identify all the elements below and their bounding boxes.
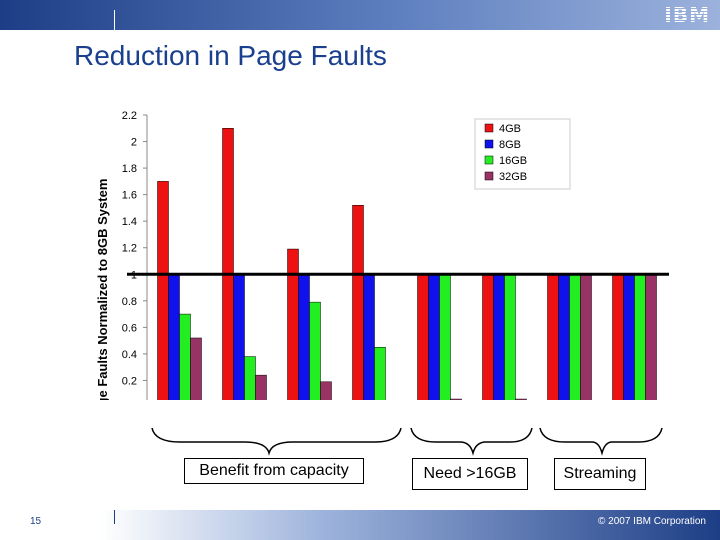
bar-4gb-gauss	[482, 274, 494, 408]
bar-8gb-kmeans	[428, 274, 440, 408]
legend-label-32gb: 32GB	[499, 171, 527, 183]
bar-16gb-db1	[179, 313, 191, 408]
bar-chart: 00.20.40.60.811.21.41.61.822.2 db1db2qso…	[90, 100, 680, 428]
bar-8gb-daxpy	[558, 274, 570, 408]
bar-32gb-kmeans	[450, 398, 462, 408]
bar-16gb-kmeans	[439, 274, 451, 408]
legend-label-8gb: 8GB	[499, 139, 521, 151]
bar-8gb-db1	[168, 274, 180, 408]
bar-32gb-gauss	[515, 398, 527, 408]
bar-16gb-gauss	[504, 274, 516, 408]
bar-32gb-db1	[190, 337, 202, 408]
streaming-brace	[539, 427, 663, 456]
copyright-notice: © 2007 IBM Corporation	[598, 516, 706, 527]
bar-32gb-db2	[255, 374, 267, 408]
y-tick-label: 1.8	[122, 163, 137, 175]
page-number: 15	[30, 516, 42, 527]
bar-16gb-bsearch	[374, 347, 386, 408]
legend-swatch-4gb	[484, 123, 494, 133]
bar-4gb-db1	[157, 181, 169, 408]
bar-16gb-db2	[244, 356, 256, 408]
bar-4gb-db2	[222, 128, 234, 408]
y-tick-label: 0.4	[122, 349, 137, 361]
bar-32gb-qsort	[320, 381, 332, 408]
bar-16gb-vdotp	[634, 274, 646, 408]
legend-swatch-8gb	[484, 139, 494, 149]
bar-4gb-daxpy	[547, 274, 559, 408]
y-tick-label: 1.6	[122, 190, 137, 202]
y-tick-label: 1.4	[122, 216, 137, 228]
bar-8gb-vdotp	[623, 274, 635, 408]
bar-4gb-kmeans	[417, 274, 429, 408]
bar-16gb-qsort	[309, 301, 321, 408]
streaming-callout: Streaming	[554, 458, 646, 490]
y-tick-label: 0.8	[122, 296, 137, 308]
capacity-callout: Benefit from capacity	[184, 458, 364, 484]
chart-svg: 00.20.40.60.811.21.41.61.822.2 db1db2qso…	[95, 110, 669, 428]
bar-8gb-db2	[233, 274, 245, 408]
legend-label-16gb: 16GB	[499, 155, 527, 167]
y-tick-label: 0.6	[122, 322, 137, 334]
y-tick-label: 2.2	[122, 110, 137, 122]
bar-32gb-daxpy	[580, 274, 592, 408]
y-axis-label: Page Faults Normalized to 8GB System	[95, 179, 110, 400]
ibm-logo: IBM	[664, 3, 710, 27]
header-bar: IBM	[0, 0, 720, 30]
need16-brace	[410, 427, 533, 456]
footer-divider	[114, 510, 115, 524]
slide-title: Reduction in Page Faults	[74, 40, 387, 71]
bar-16gb-daxpy	[569, 274, 581, 408]
bar-32gb-vdotp	[645, 274, 657, 408]
bar-8gb-bsearch	[363, 274, 375, 408]
bar-8gb-gauss	[493, 274, 505, 408]
legend-swatch-32gb	[484, 171, 494, 181]
header-divider	[114, 10, 115, 30]
y-tick-label: 1.2	[122, 243, 137, 255]
bar-4gb-vdotp	[612, 274, 624, 408]
legend-label-4gb: 4GB	[499, 123, 521, 135]
y-tick-label: 0.2	[122, 375, 137, 387]
legend-swatch-16gb	[484, 155, 494, 165]
capacity-brace	[151, 427, 402, 456]
bar-4gb-qsort	[287, 248, 299, 408]
footer-bar	[0, 510, 720, 540]
y-tick-label: 2	[131, 137, 137, 149]
need16-callout: Need >16GB	[412, 458, 528, 490]
bar-4gb-bsearch	[352, 205, 364, 408]
bar-8gb-qsort	[298, 274, 310, 408]
